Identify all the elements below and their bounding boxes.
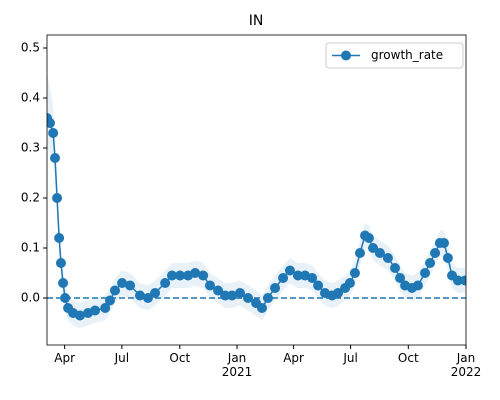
y-tick-label: 0.2	[21, 191, 40, 205]
legend-marker	[341, 50, 351, 61]
data-point	[134, 290, 145, 301]
data-point	[58, 278, 69, 288]
y-tick-label: 0.0	[21, 291, 40, 305]
data-point	[439, 238, 450, 248]
data-point	[175, 270, 186, 281]
data-point	[313, 280, 324, 291]
data-point	[100, 303, 111, 313]
data-point	[354, 248, 365, 258]
data-point	[243, 293, 254, 303]
x-tick-label: Apr	[283, 351, 304, 365]
data-point	[235, 288, 246, 298]
data-point	[452, 275, 463, 286]
data-point	[48, 128, 59, 138]
data-point	[420, 268, 431, 278]
data-point	[47, 118, 55, 128]
data-point	[349, 268, 360, 278]
data-point	[117, 278, 128, 288]
data-point	[284, 265, 295, 276]
data-point	[205, 280, 216, 291]
data-point	[142, 293, 153, 303]
data-point	[74, 310, 85, 321]
data-point	[213, 285, 224, 296]
data-point	[425, 258, 436, 268]
y-tick-label: 0.1	[21, 241, 40, 255]
data-point	[90, 305, 101, 316]
data-point	[198, 270, 209, 281]
data-point	[460, 275, 466, 286]
data-point	[60, 293, 71, 303]
y-tick-label: 0.4	[21, 91, 40, 105]
data-point	[292, 270, 303, 281]
data-point	[54, 233, 65, 243]
x-tick-label: Jan 2021	[221, 351, 253, 379]
x-tick-label: Oct	[169, 351, 191, 365]
data-point	[167, 270, 178, 281]
data-point	[270, 283, 281, 293]
data-point	[256, 303, 267, 313]
data-point	[125, 280, 136, 291]
data-point	[374, 248, 385, 258]
x-tick-label: Apr	[54, 351, 76, 365]
data-point	[50, 153, 61, 163]
legend-box	[325, 42, 464, 69]
x-tick-label: Jan 2022	[450, 351, 482, 379]
data-point	[430, 248, 441, 258]
data-point	[363, 233, 374, 243]
chart-title: IN	[249, 13, 264, 29]
data-point	[104, 295, 115, 306]
data-point	[344, 278, 355, 288]
axes-frame	[46, 34, 467, 346]
data-point	[307, 273, 318, 283]
data-point	[160, 278, 171, 288]
y-tick-label: 0.5	[21, 41, 40, 55]
legend-label: growth_rate	[371, 48, 443, 62]
data-point	[412, 280, 423, 291]
data-point	[390, 263, 401, 273]
x-tick-label: Oct	[397, 351, 419, 365]
data-point	[227, 290, 238, 301]
data-point	[55, 258, 66, 268]
data-point	[333, 288, 344, 298]
data-point	[395, 273, 406, 283]
data-point	[368, 243, 379, 253]
data-point	[382, 253, 393, 263]
data-point	[278, 273, 289, 283]
confidence-band	[47, 73, 466, 328]
y-tick-label: 0.3	[21, 141, 40, 155]
data-point	[150, 288, 161, 298]
x-tick-label: Jul	[343, 351, 358, 365]
plot-area	[47, 73, 466, 328]
x-tick-label: Jul	[114, 351, 130, 365]
data-point	[110, 285, 121, 296]
data-point	[262, 293, 273, 303]
data-point	[220, 290, 231, 301]
data-point	[190, 268, 201, 278]
data-point	[442, 253, 453, 263]
data-point	[52, 193, 63, 203]
